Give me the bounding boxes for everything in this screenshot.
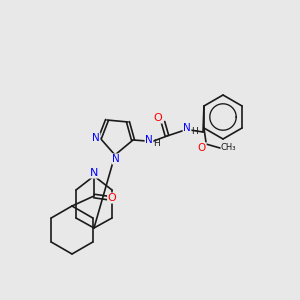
Text: O: O xyxy=(198,143,206,153)
Text: O: O xyxy=(108,193,116,203)
Text: H: H xyxy=(153,139,160,148)
Text: CH₃: CH₃ xyxy=(221,143,236,152)
Text: N: N xyxy=(112,154,120,164)
Text: N: N xyxy=(183,123,191,133)
Text: N: N xyxy=(145,135,153,145)
Text: O: O xyxy=(154,113,162,123)
Text: N: N xyxy=(90,168,98,178)
Text: H: H xyxy=(191,127,198,136)
Text: N: N xyxy=(92,133,100,143)
